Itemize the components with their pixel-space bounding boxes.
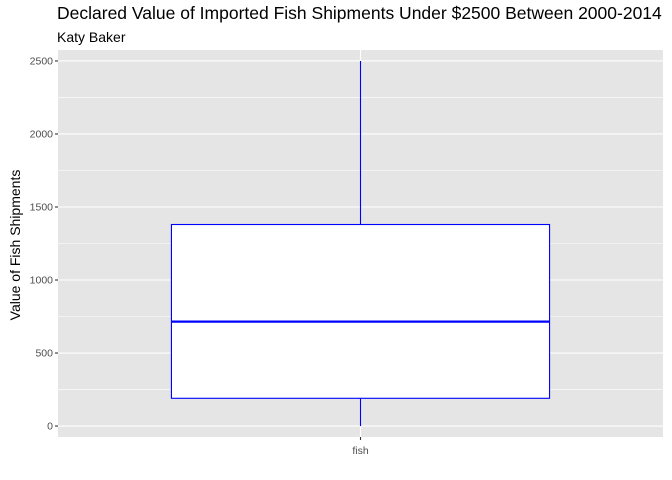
x-tick-label: fish	[352, 445, 369, 457]
y-tick-label: 1000	[30, 275, 54, 287]
chart-title: Declared Value of Imported Fish Shipment…	[57, 3, 662, 23]
y-tick-label: 0	[47, 421, 53, 433]
y-tick-label: 1500	[30, 201, 54, 213]
y-tick-label: 2500	[30, 55, 54, 67]
y-tick-label: 2000	[30, 128, 54, 140]
y-tick-label: 500	[35, 348, 53, 360]
box-iqr	[170, 223, 551, 399]
chart-subtitle: Katy Baker	[57, 29, 126, 45]
